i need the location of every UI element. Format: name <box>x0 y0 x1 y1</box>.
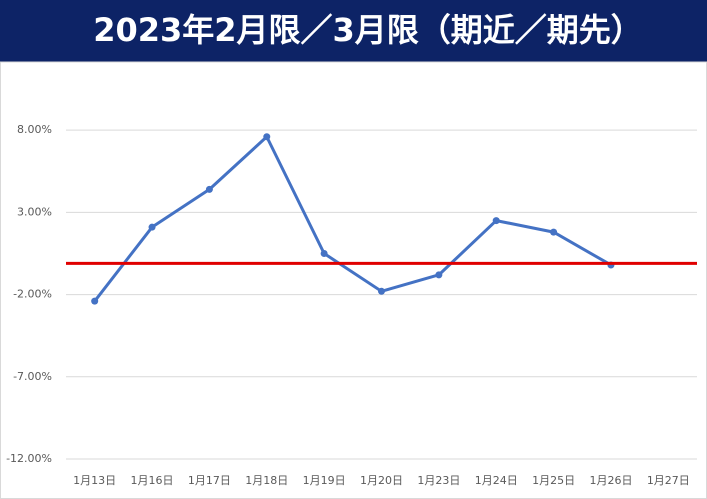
chart-border <box>0 61 707 499</box>
data-point <box>205 185 213 193</box>
x-tick-label: 1月26日 <box>589 474 632 487</box>
x-tick-label: 1月24日 <box>475 474 518 487</box>
data-point <box>320 249 328 257</box>
x-tick-label: 1月18日 <box>245 474 288 487</box>
y-tick-label: -7.00% <box>13 370 52 383</box>
x-tick-label: 1月16日 <box>131 474 174 487</box>
x-tick-label: 1月23日 <box>417 474 460 487</box>
y-tick-label: 8.00% <box>17 123 52 136</box>
x-tick-label: 1月13日 <box>73 474 116 487</box>
data-point <box>263 133 271 141</box>
data-point <box>550 228 558 236</box>
title-bar <box>0 0 707 62</box>
y-tick-label: -2.00% <box>13 288 52 301</box>
y-tick-label: 3.00% <box>17 205 52 218</box>
x-tick-label: 1月20日 <box>360 474 403 487</box>
x-tick-label: 1月19日 <box>303 474 346 487</box>
chart-title: 2023年2月限／3月限（期近／期先） <box>93 11 643 49</box>
x-tick-label: 1月27日 <box>647 474 690 487</box>
data-point <box>378 287 385 295</box>
data-point <box>148 223 156 231</box>
data-point <box>91 297 99 305</box>
series-line <box>93 135 612 303</box>
data-point <box>492 217 500 225</box>
y-tick-label: -12.00% <box>6 452 52 465</box>
data-point <box>435 271 443 279</box>
x-tick-label: 1月25日 <box>532 474 575 487</box>
x-tick-label: 1月17日 <box>188 474 231 487</box>
